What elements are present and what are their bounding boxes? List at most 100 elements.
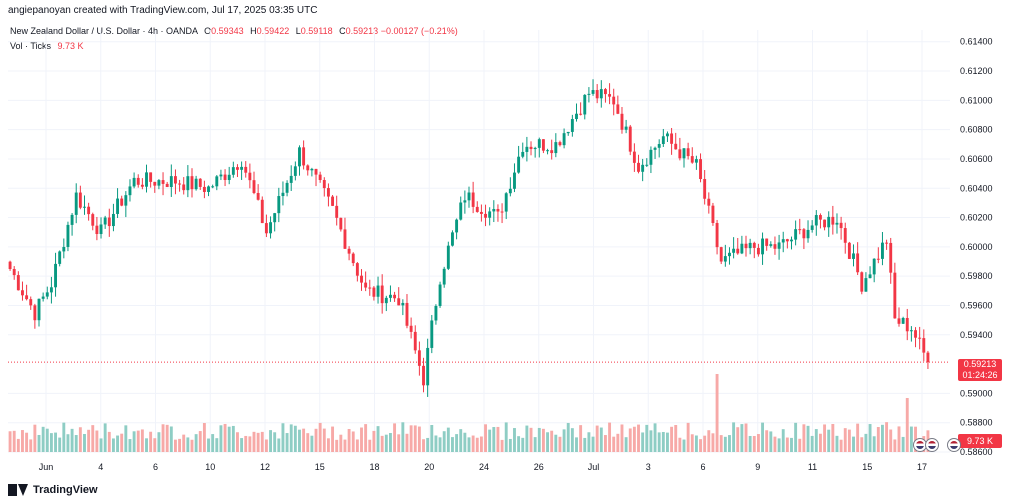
- candle-body: [881, 242, 884, 259]
- volume-bar: [777, 438, 781, 452]
- candle-body: [393, 294, 397, 299]
- candle-body: [492, 208, 496, 212]
- x-tick-label: Jul: [588, 462, 600, 472]
- volume-bar: [215, 438, 219, 452]
- candle-body: [868, 274, 872, 279]
- volume-bar: [153, 438, 157, 452]
- candle-body: [45, 292, 49, 297]
- volume-bar: [277, 438, 281, 452]
- candle-body: [178, 183, 182, 185]
- candle-body: [703, 179, 707, 199]
- candle-body: [818, 215, 822, 220]
- candle-body: [438, 284, 442, 306]
- volume-bar: [124, 425, 128, 452]
- volume-bar: [699, 439, 702, 452]
- volume-bar: [219, 425, 223, 452]
- candle-body: [368, 287, 372, 289]
- candle-body: [608, 94, 612, 97]
- volume-bar: [517, 436, 521, 452]
- us-flag-icon[interactable]: [925, 438, 939, 452]
- candle-body: [864, 278, 868, 292]
- volume-bar: [810, 435, 814, 452]
- candle-body: [186, 176, 190, 191]
- candle-body: [54, 263, 57, 288]
- volume-bar: [694, 435, 698, 452]
- volume-bar: [384, 434, 388, 452]
- volume-bar: [459, 429, 463, 452]
- candle-body: [306, 165, 310, 171]
- candle-body: [285, 182, 289, 193]
- volume-bar: [562, 429, 566, 452]
- candle-body: [732, 248, 736, 253]
- y-tick-label: 0.60000: [960, 242, 993, 252]
- x-tick-label: 18: [369, 462, 379, 472]
- candle-body: [802, 229, 806, 239]
- volume-bar: [748, 435, 752, 452]
- candle-body: [740, 243, 744, 254]
- tradingview-brand[interactable]: TradingView: [8, 484, 98, 496]
- candle-body: [157, 180, 161, 186]
- y-tick-label: 0.59800: [960, 271, 993, 281]
- candle-body: [831, 216, 835, 225]
- volume-bar: [624, 437, 628, 452]
- candle-body: [570, 119, 574, 132]
- us-flag-icon[interactable]: [947, 438, 961, 452]
- volume-bar: [364, 424, 368, 452]
- volume-bar: [715, 374, 719, 452]
- volume-bar: [103, 423, 107, 452]
- volume-bar: [111, 438, 115, 452]
- volume-bar: [231, 425, 235, 452]
- candle-body: [781, 239, 785, 243]
- candle-body: [384, 297, 388, 304]
- volume-bar: [674, 425, 678, 452]
- candle-body: [922, 338, 926, 353]
- volume-bar: [174, 439, 177, 452]
- chart-legend: New Zealand Dollar / U.S. Dollar · 4h · …: [10, 24, 458, 54]
- volume-bar: [533, 437, 537, 452]
- candle-body: [202, 186, 206, 192]
- volume-bar: [33, 424, 37, 452]
- volume-bar: [335, 439, 339, 452]
- candle-body: [351, 253, 355, 264]
- candle-body: [529, 146, 533, 150]
- volume-bar: [99, 438, 103, 452]
- volume-bar: [70, 428, 74, 452]
- volume-bar: [868, 424, 872, 452]
- candle-body: [16, 275, 20, 291]
- volume-bar: [566, 422, 570, 452]
- candle-body: [74, 192, 78, 215]
- candle-body: [657, 144, 661, 148]
- candle-body: [207, 186, 210, 192]
- candle-body: [446, 245, 450, 269]
- candle-body: [252, 180, 256, 193]
- candle-body: [558, 142, 562, 146]
- volume-bar: [401, 422, 405, 452]
- candle-body: [806, 229, 810, 239]
- candle-body: [37, 298, 41, 321]
- candle-body: [116, 198, 120, 214]
- candle-body: [314, 168, 318, 175]
- volume-bar: [881, 424, 884, 452]
- candle-body: [310, 168, 314, 171]
- candle-body: [769, 244, 773, 246]
- volume-bar: [128, 439, 132, 452]
- candle-body: [128, 186, 132, 196]
- close-value: 0.59213: [345, 26, 379, 36]
- candle-body: [215, 176, 219, 187]
- volume-bar: [711, 433, 715, 452]
- volume-bar: [285, 433, 289, 452]
- symbol-title[interactable]: New Zealand Dollar / U.S. Dollar · 4h · …: [10, 26, 198, 36]
- volume-bar: [331, 426, 335, 452]
- volume-bar: [145, 438, 148, 452]
- x-tick-label: 11: [808, 462, 817, 472]
- candle-body: [893, 272, 897, 319]
- candle-body: [455, 219, 459, 233]
- candle-body: [413, 331, 417, 351]
- volume-label[interactable]: Vol · Ticks: [10, 41, 52, 51]
- volume-bar: [839, 439, 843, 452]
- candle-body: [690, 156, 694, 163]
- volume-bar: [25, 432, 29, 452]
- candle-body: [637, 162, 640, 172]
- candle-body: [409, 325, 413, 332]
